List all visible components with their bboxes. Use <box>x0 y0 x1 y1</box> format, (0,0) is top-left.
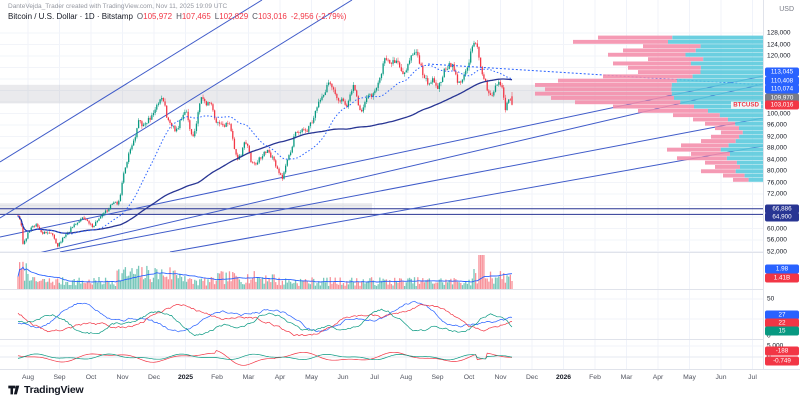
price-axis[interactable]: USD 128,000 124,000 120,000 100,000 96,000 92… <box>764 0 800 369</box>
level-badge: 110,408 <box>765 76 799 85</box>
time-axis-label: Aug <box>21 374 35 381</box>
ohlc-value: 102,829 <box>219 12 249 21</box>
price-axis-border <box>763 0 764 369</box>
time-axis-label: Jun <box>715 374 727 381</box>
price-tick: 56,000 <box>767 236 787 244</box>
time-axis-label: Aug <box>399 374 413 381</box>
currency-label: USD <box>779 6 794 13</box>
price-tick: 124,000 <box>767 41 791 48</box>
time-axis-label: Oct <box>85 374 97 381</box>
ohlc-letter: O <box>136 12 144 21</box>
momentum-badge: -0.749 <box>765 356 799 366</box>
tradingview-logo-text: TradingView <box>24 384 84 396</box>
price-tick: 120,000 <box>767 52 791 60</box>
time-axis-label: Nov <box>494 374 507 381</box>
time-axis-label: Feb <box>211 374 223 381</box>
price-tick: 84,000 <box>767 156 787 163</box>
ohlc-letter: L <box>214 12 220 21</box>
time-axis-label: Nov <box>116 374 129 381</box>
time-axis-label: Mar <box>242 374 255 381</box>
pane-separator[interactable] <box>0 252 800 253</box>
price-tick: 52,000 <box>767 248 787 255</box>
level-badge: 64,900 <box>765 212 799 222</box>
symbol-info-bar[interactable]: Bitcoin / U.S. Dollar · 1D · Bitstamp O10… <box>8 12 346 21</box>
time-axis-label: Jul <box>748 374 757 381</box>
oscillator-tick: 50 <box>767 295 775 303</box>
momentum-badge: -188 <box>765 346 799 356</box>
oscillator-tick: 0 <box>767 332 771 340</box>
time-axis-label: Sep <box>431 374 444 381</box>
time-axis-label: Feb <box>589 374 601 381</box>
pane-separator[interactable] <box>0 289 800 290</box>
price-tick: 76,000 <box>767 179 787 186</box>
pane-separator[interactable] <box>0 339 800 340</box>
time-axis-label: Mar <box>620 374 633 381</box>
price-tick: 100,000 <box>767 110 791 117</box>
zone-badge: 109,970 <box>765 93 799 102</box>
tradingview-logo[interactable]: TradingView <box>7 383 84 397</box>
momentum-tick: 5,000 <box>767 343 783 350</box>
time-axis-label: Apr <box>652 374 664 381</box>
time-axis-label: Jul <box>370 374 379 381</box>
volume-value-badge: 1.41B <box>765 273 799 283</box>
main-chart-canvas[interactable] <box>0 0 763 369</box>
symbol-title[interactable]: Bitcoin / U.S. Dollar · 1D · Bitstamp <box>8 12 133 21</box>
oscillator-badge: 27 <box>765 310 799 320</box>
time-axis-label: Jun <box>337 374 349 381</box>
time-axis-label: Dec <box>525 374 539 381</box>
price-tick: 128,000 <box>767 29 791 37</box>
time-axis-label: Sep <box>53 374 66 381</box>
ohlc-value: 107,465 <box>181 12 211 21</box>
time-axis-label: May <box>683 374 696 381</box>
time-axis-label: 2026 <box>555 374 572 381</box>
level-badge: 113,045 <box>765 67 799 77</box>
change-value: -2,956 (-2.79%) <box>290 12 347 21</box>
ohlc-readout: O105,972 H107,465 L102,829 C103,016 -2,956 (… <box>133 12 347 21</box>
symbol-price-label: BTCUSD <box>731 101 761 109</box>
price-tick: 80,000 <box>767 167 787 175</box>
time-axis[interactable]: Aug Sep Oct Nov Dec 2025 Feb Mar Apr May Jun Jul Aug… <box>0 369 800 401</box>
time-axis-label: Apr <box>274 374 286 381</box>
attribution-text: DanteVejda_Trader created with TradingVi… <box>8 3 228 10</box>
time-axis-label: Dec <box>147 374 161 381</box>
last-price-badge: 103,016 <box>765 100 799 110</box>
price-tick: 92,000 <box>767 133 787 140</box>
time-axis-label: 2025 <box>177 374 194 381</box>
ohlc-value: 103,016 <box>257 12 287 21</box>
price-tick: 88,000 <box>767 144 787 152</box>
price-tick: 60,000 <box>767 225 787 232</box>
price-tick: 96,000 <box>767 121 787 129</box>
oscillator-badge: 22 <box>765 318 799 328</box>
level-badge: 110,074 <box>765 84 799 94</box>
price-tick: 72,000 <box>767 190 787 198</box>
ohlc-letter: C <box>252 12 258 21</box>
ohlc-value: 105,972 <box>143 12 173 21</box>
tradingview-logo-icon <box>8 385 20 395</box>
oscillator-badge: 15 <box>765 326 799 336</box>
time-axis-label: May <box>305 374 318 381</box>
ohlc-letter: H <box>176 12 182 21</box>
time-axis-label: Oct <box>463 374 475 381</box>
volume-ma-badge: 1.98 <box>765 264 799 274</box>
level-badge: 66,886 <box>765 204 799 213</box>
